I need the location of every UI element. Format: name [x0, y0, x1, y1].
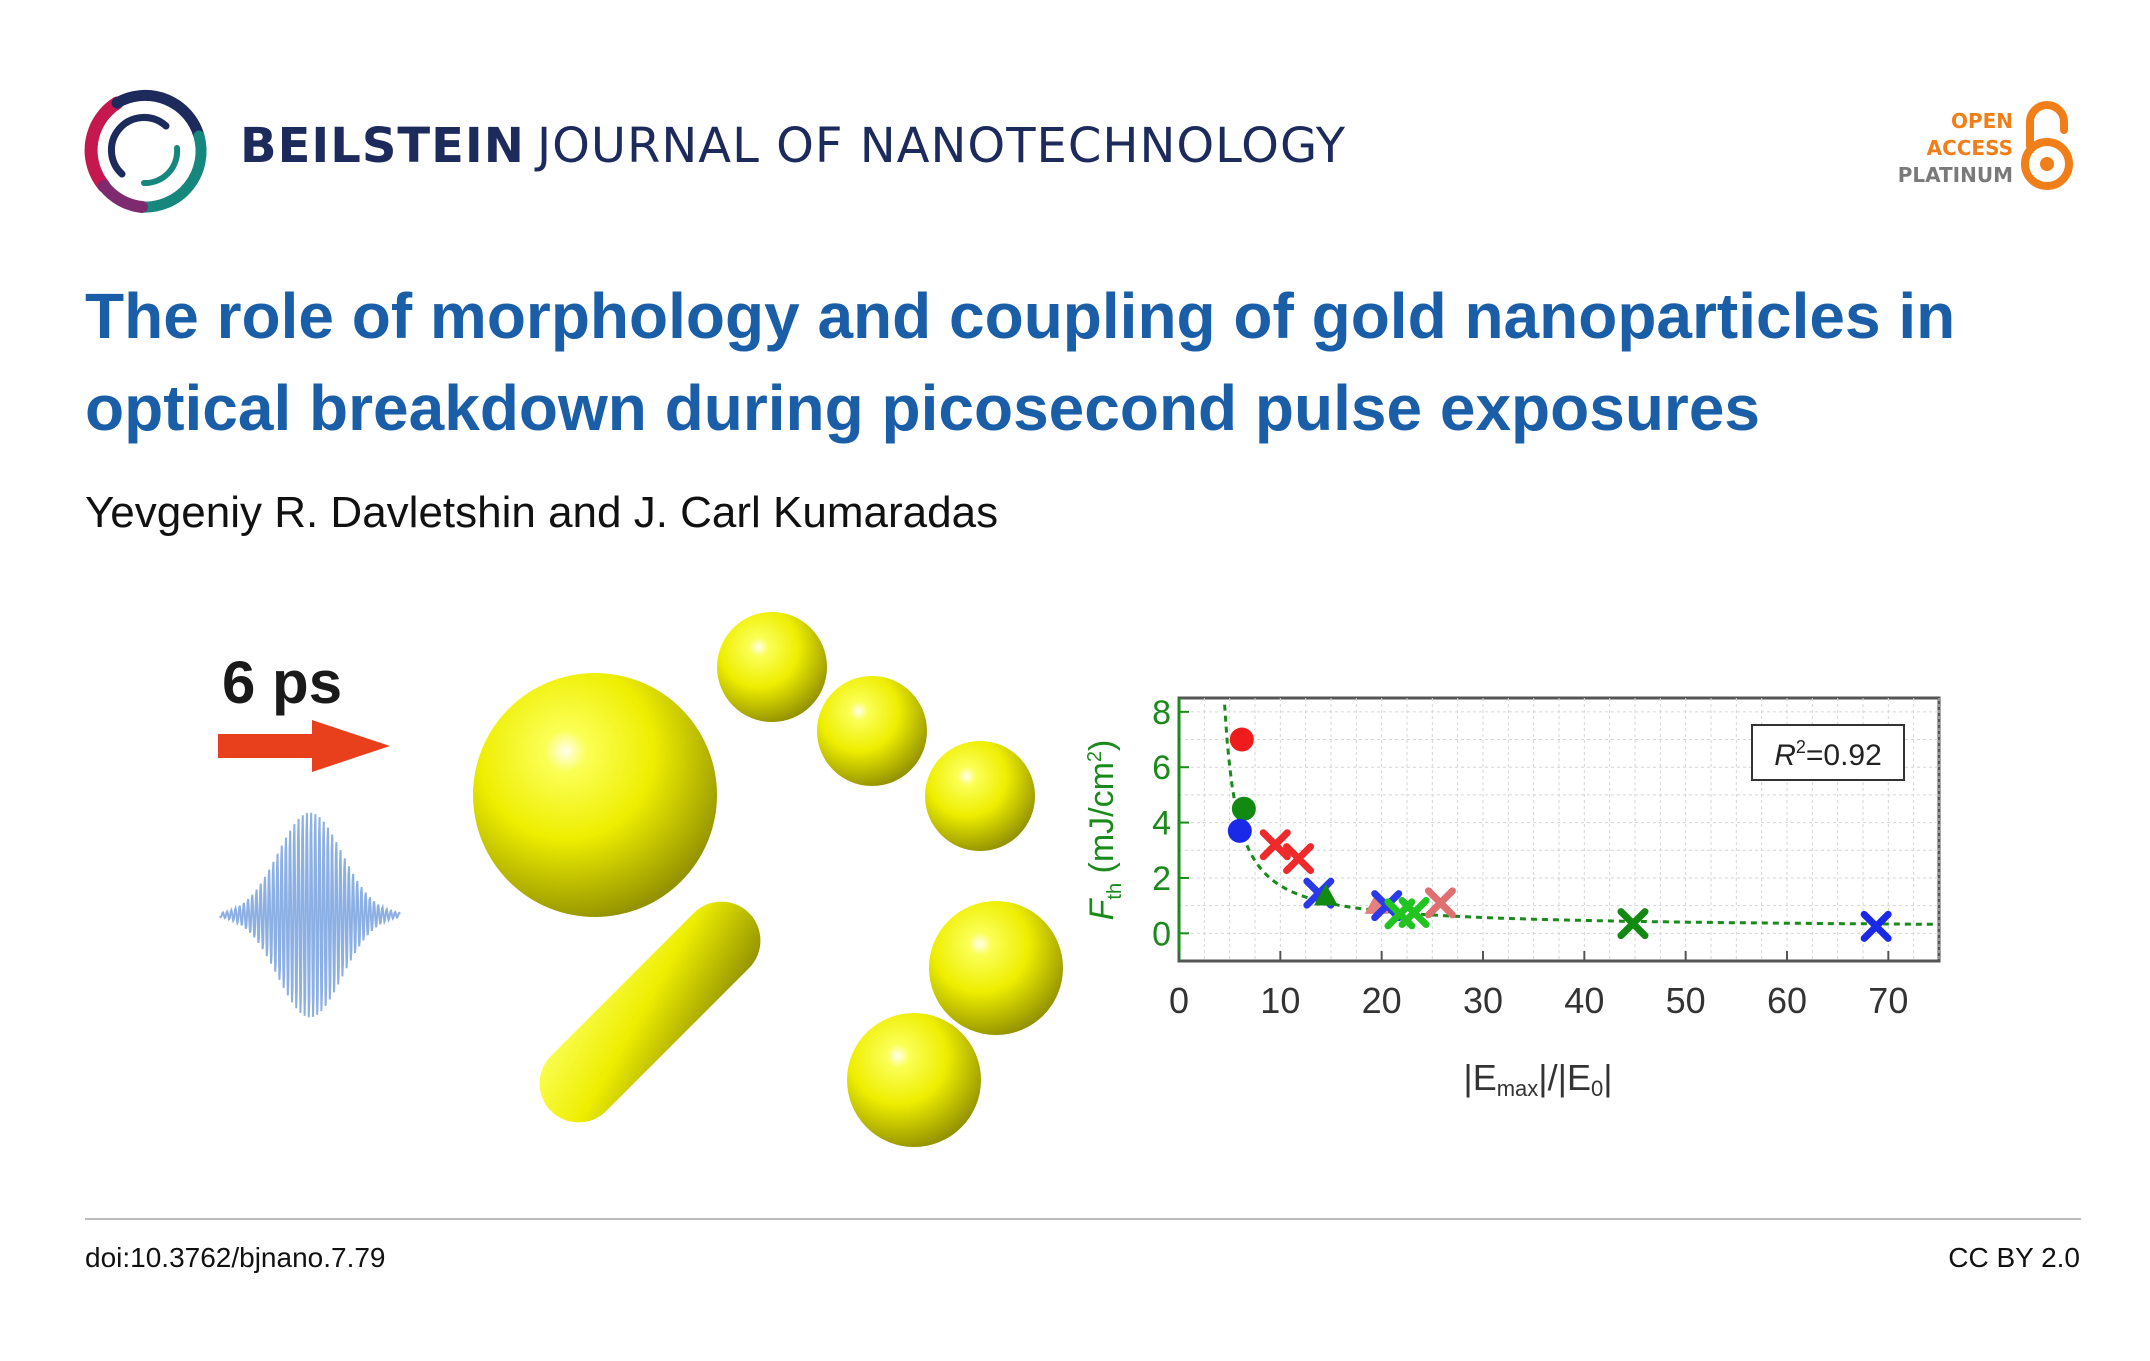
x-tick-label: 10	[1260, 980, 1300, 1021]
data-point-circle	[1227, 818, 1252, 843]
gold-nanorod	[539, 901, 761, 1123]
journal-logo-icon	[84, 89, 207, 213]
y-tick-label: 2	[1152, 860, 1171, 898]
data-point-circle	[1231, 796, 1256, 821]
data-point-cross	[1424, 887, 1456, 919]
y-tick-label: 8	[1152, 694, 1171, 732]
data-point-cross	[1259, 829, 1291, 861]
x-tick-label: 40	[1564, 980, 1604, 1021]
y-tick-label: 6	[1152, 749, 1171, 787]
open-access-line2: ACCESS	[1926, 136, 2013, 160]
x-tick-label: 30	[1463, 980, 1503, 1021]
footer-divider	[85, 1218, 2081, 1220]
y-tick-label: 4	[1152, 805, 1171, 843]
gold-sphere-dimer-1	[717, 612, 827, 722]
paper-title: The role of morphology and coupling of g…	[85, 280, 1956, 444]
fit-curve	[1223, 704, 1934, 926]
gold-sphere-pair-1	[929, 901, 1063, 1035]
x-tick-label: 70	[1868, 980, 1908, 1021]
large-gold-sphere	[473, 673, 717, 917]
doi-link[interactable]: doi:10.3762/bjnano.7.79	[85, 1242, 386, 1273]
data-point-triangle	[1313, 883, 1338, 906]
x-tick-label: 60	[1767, 980, 1807, 1021]
data-point-cross	[1398, 897, 1430, 929]
r-squared-annotation: R2=0.92	[1751, 724, 1905, 781]
chart-points	[1227, 727, 1892, 942]
data-point-circle	[1229, 727, 1254, 752]
journal-name-bold: BEILSTEIN	[240, 118, 525, 174]
chart-tick-labels: 0 10 20 30 40 50 60 70 0 2 4 6 8	[1152, 694, 1908, 1021]
gold-sphere-dimer-3	[925, 741, 1035, 851]
pulse-direction-arrow-icon	[218, 720, 390, 772]
x-tick-label: 0	[1169, 980, 1189, 1021]
svg-text:R2=0.92: R2=0.92	[1774, 737, 1882, 772]
r-squared-value: =0.92	[1806, 739, 1882, 772]
data-point-cross	[1617, 908, 1649, 940]
r-squared-symbol: R	[1774, 739, 1796, 772]
open-access-line3: PLATINUM	[1897, 163, 2013, 187]
r-squared-exponent: 2	[1796, 737, 1806, 757]
data-point-cross	[1860, 910, 1892, 942]
gold-sphere-dimer-2	[817, 676, 927, 786]
open-access-lock-icon	[2021, 101, 2073, 190]
open-access-line1: OPEN	[1950, 109, 2013, 133]
journal-name: BEILSTEIN JOURNAL OF NANOTECHNOLOGY	[240, 118, 1346, 174]
laser-pulse-waveform	[219, 812, 401, 1018]
y-axis-label: Fth (mJ/cm2)	[1083, 740, 1126, 921]
data-point-cross	[1283, 843, 1315, 875]
journal-name-light: JOURNAL OF NANOTECHNOLOGY	[536, 118, 1347, 174]
x-axis-label: |Emax|/|E0|	[1463, 1057, 1612, 1101]
paper-authors: Yevgeniy R. Davletshin and J. Carl Kumar…	[85, 488, 999, 537]
x-tick-label: 50	[1666, 980, 1706, 1021]
x-tick-label: 20	[1362, 980, 1402, 1021]
pulse-duration-label: 6 ps	[222, 649, 342, 716]
license-label[interactable]: CC BY 2.0	[1948, 1242, 2080, 1273]
y-tick-label: 0	[1152, 915, 1171, 953]
gold-sphere-pair-2	[847, 1013, 981, 1147]
open-access-badge: OPEN ACCESS PLATINUM	[1890, 108, 2013, 189]
